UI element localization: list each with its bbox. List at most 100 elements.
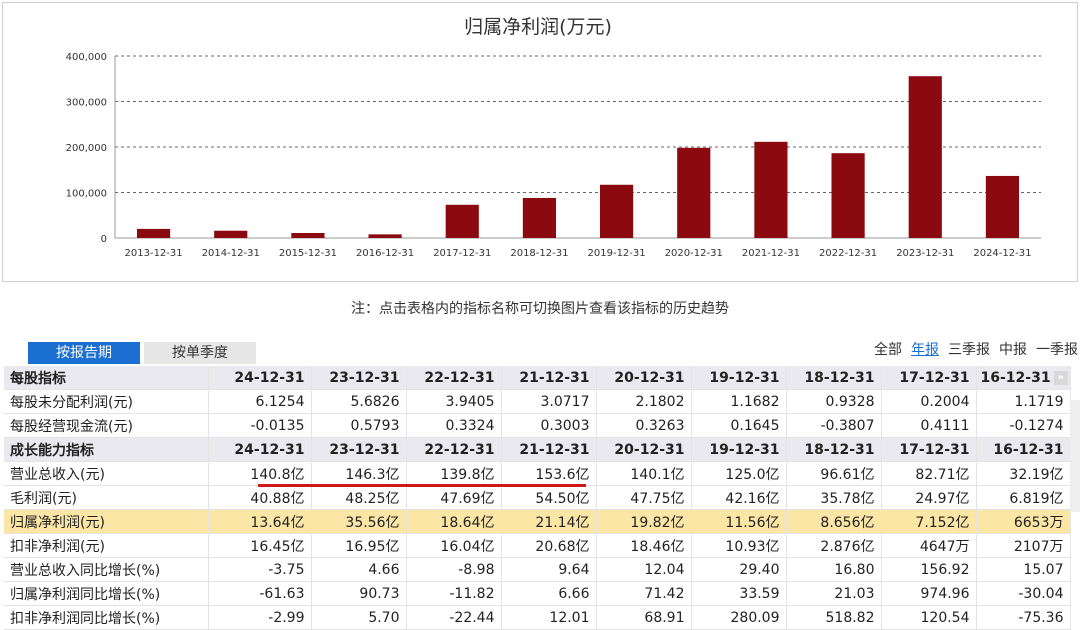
bar-2017-12-31[interactable] [445, 204, 479, 238]
period-filter-option[interactable]: 中报 [999, 342, 1027, 358]
period-header: 18-12-31 [786, 437, 882, 462]
table-cell: 18.46亿 [596, 533, 692, 558]
bar-2022-12-31[interactable] [831, 153, 865, 238]
table-row: 毛利润(元) 40.88亿 48.25亿 47.69亿 54.50亿 47.75亿 42.1… [4, 485, 1071, 510]
period-filter-option[interactable]: 年报 [911, 342, 939, 358]
bar-2016-12-31[interactable] [368, 234, 402, 238]
table-cell: 0.2004 [881, 389, 977, 414]
indicator-name[interactable]: 归属净利润(元) [4, 509, 209, 534]
period-header: 16-12-31» [976, 366, 1071, 390]
indicator-name[interactable]: 每股经营现金流(元) [4, 413, 209, 438]
table-cell: 15.07 [976, 557, 1071, 582]
table-cell: 12.01 [501, 605, 597, 630]
period-header: 20-12-31 [596, 437, 692, 462]
table-cell: 3.9405 [406, 389, 502, 414]
table-row: 营业总收入(元) 140.8亿 146.3亿 139.8亿 153.6亿 140.1亿 12… [4, 461, 1071, 486]
x-tick-label: 2021-12-31 [742, 248, 800, 259]
indicator-name[interactable]: 营业总收入(元) [4, 461, 209, 486]
table-cell: 6.1254 [208, 389, 312, 414]
table-cell: 6.819亿 [976, 485, 1071, 510]
table-row: 每股未分配利润(元) 6.1254 5.6826 3.9405 3.0717 2.1802… [4, 389, 1071, 414]
indicator-name[interactable]: 毛利润(元) [4, 485, 209, 510]
table-cell: 139.8亿 [406, 461, 502, 486]
tab-by-report-period[interactable]: 按报告期 [28, 342, 140, 364]
table-cell: 21.14亿 [501, 509, 597, 534]
table-cell: 18.64亿 [406, 509, 502, 534]
x-tick-label: 2024-12-31 [973, 248, 1031, 259]
y-tick-label: 400,000 [66, 52, 107, 63]
red-annotation-underline [258, 484, 586, 487]
table-cell: 0.3324 [406, 413, 502, 438]
bar-2023-12-31[interactable] [908, 76, 942, 239]
bar-2024-12-31[interactable] [985, 175, 1020, 238]
table-cell: 54.50亿 [501, 485, 597, 510]
bar-2020-12-31[interactable] [677, 147, 711, 238]
table-row: 营业总收入同比增长(%) -3.75 4.66 -8.98 9.64 12.04 29.40… [4, 557, 1071, 582]
table-cell: 40.88亿 [208, 485, 312, 510]
x-tick-label: 2018-12-31 [510, 248, 568, 259]
table-cell: 48.25亿 [311, 485, 407, 510]
period-header: 22-12-31 [406, 366, 502, 390]
table-cell: 10.93亿 [691, 533, 787, 558]
table-cell: 1.1719 [976, 389, 1071, 414]
table-cell: 140.1亿 [596, 461, 692, 486]
table-cell: 6653万 [976, 509, 1071, 534]
table-cell: 16.45亿 [208, 533, 312, 558]
table-cell: 47.69亿 [406, 485, 502, 510]
indicator-name[interactable]: 扣非净利润(元) [4, 533, 209, 558]
bar-2018-12-31[interactable] [522, 197, 557, 238]
table-cell: 974.96 [881, 581, 977, 606]
bar-2021-12-31[interactable] [754, 141, 788, 238]
table-cell: 35.56亿 [311, 509, 407, 534]
table-row: 扣非净利润同比增长(%) -2.99 5.70 -22.44 12.01 68.91 280… [4, 605, 1071, 630]
table-cell: 0.4111 [881, 413, 977, 438]
period-header: 21-12-31 [501, 366, 597, 390]
bar-2015-12-31[interactable] [291, 232, 325, 238]
table-cell: 16.80 [786, 557, 882, 582]
section-header-row: 每股指标 24-12-31 23-12-31 22-12-31 21-12-31 20-1… [4, 366, 1071, 390]
table-cell: 146.3亿 [311, 461, 407, 486]
table-cell: 120.54 [881, 605, 977, 630]
period-filter-option[interactable]: 一季报 [1036, 342, 1078, 358]
y-tick-label: 300,000 [66, 98, 107, 109]
table-cell: 6.66 [501, 581, 597, 606]
table-cell: -2.99 [208, 605, 312, 630]
period-header: 22-12-31 [406, 437, 502, 462]
table-cell: 140.8亿 [208, 461, 312, 486]
indicator-name[interactable]: 每股未分配利润(元) [4, 389, 209, 414]
net-profit-bar-chart: 归属净利润(万元) 0100,000200,000300,000400,000 … [66, 16, 1041, 259]
table-cell: 24.97亿 [881, 485, 977, 510]
table-row: 扣非净利润(元) 16.45亿 16.95亿 16.04亿 20.68亿 18.46亿 10… [4, 533, 1071, 558]
bar-2019-12-31[interactable] [599, 184, 634, 238]
period-header: 18-12-31 [786, 366, 882, 390]
indicator-name[interactable]: 扣非净利润同比增长(%) [4, 605, 209, 630]
indicator-name[interactable]: 营业总收入同比增长(%) [4, 557, 209, 582]
period-filter-option[interactable]: 全部 [874, 342, 902, 358]
table-row: 每股经营现金流(元) -0.0135 0.5793 0.3324 0.3003 0.326… [4, 413, 1071, 438]
table-cell: -0.0135 [208, 413, 312, 438]
next-page-arrow-icon[interactable]: » [1053, 370, 1068, 385]
tab-by-single-quarter[interactable]: 按单季度 [144, 342, 256, 364]
table-cell: 2107万 [976, 533, 1071, 558]
table-cell: 0.3263 [596, 413, 692, 438]
period-header: 24-12-31 [208, 437, 312, 462]
bar-2014-12-31[interactable] [214, 230, 248, 238]
period-filter-option[interactable]: 三季报 [948, 342, 990, 358]
table-cell: 32.19亿 [976, 461, 1071, 486]
period-header: 23-12-31 [311, 437, 407, 462]
table-cell: 156.92 [881, 557, 977, 582]
x-tick-label: 2017-12-31 [433, 248, 491, 259]
section-header-row: 成长能力指标 24-12-31 23-12-31 22-12-31 21-12-31 20… [4, 437, 1071, 462]
table-cell: 4647万 [881, 533, 977, 558]
indicator-name[interactable]: 归属净利润同比增长(%) [4, 581, 209, 606]
table-cell: 0.3003 [501, 413, 597, 438]
table-cell: 2.876亿 [786, 533, 882, 558]
bar-2013-12-31[interactable] [136, 228, 171, 238]
table-cell: 82.71亿 [881, 461, 977, 486]
table-cell: 2.1802 [596, 389, 692, 414]
hint-note: 注：点击表格内的指标名称可切换图片查看该指标的历史趋势 [351, 301, 729, 317]
x-tick-label: 2019-12-31 [588, 248, 646, 259]
table-cell: 16.95亿 [311, 533, 407, 558]
period-header: 24-12-31 [208, 366, 312, 390]
table-cell: 47.75亿 [596, 485, 692, 510]
